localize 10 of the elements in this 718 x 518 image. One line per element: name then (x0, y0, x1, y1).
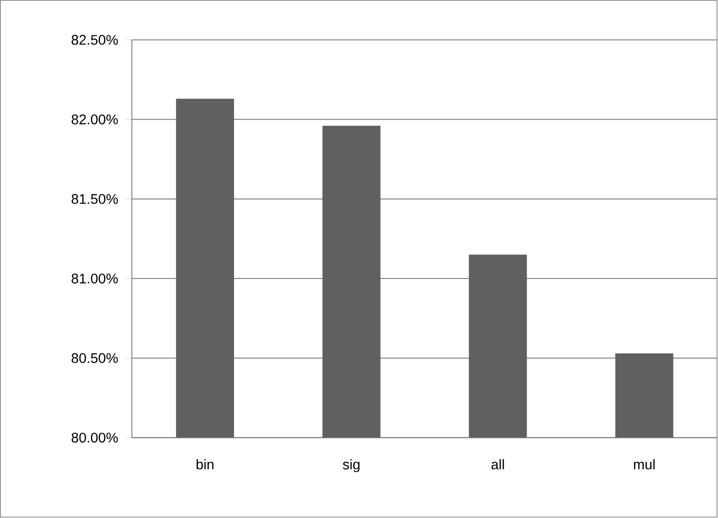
y-tick-label: 81.50% (72, 194, 118, 204)
y-tick-label: 81.00% (72, 274, 118, 284)
x-tick-label: all (491, 459, 504, 470)
y-tick-label: 82.50% (72, 35, 118, 46)
y-tick-label: 80.50% (72, 353, 118, 364)
x-tick-label: sig (342, 459, 360, 472)
y-tick-label: 80.00% (72, 432, 118, 443)
x-tick-label: bin (196, 459, 214, 470)
x-tick-label: mul (634, 459, 655, 470)
y-tick-label: 82.00% (72, 114, 118, 125)
